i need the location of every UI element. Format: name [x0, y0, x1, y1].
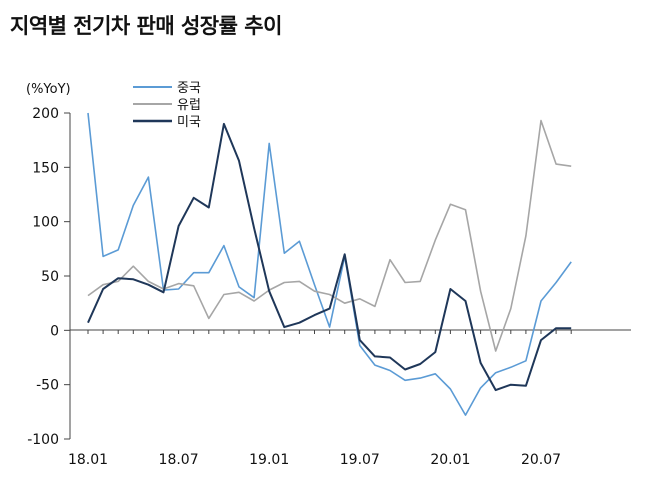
legend-label: 유럽 [177, 98, 201, 113]
series-line-1 [87, 119, 572, 352]
y-tick-label: 100 [32, 215, 59, 231]
x-tick-label: 20.07 [521, 452, 561, 468]
x-tick-label: 18.07 [159, 452, 199, 468]
x-tick-label: 19.01 [249, 452, 289, 468]
y-tick-label: -50 [36, 378, 59, 394]
legend-label: 중국 [177, 81, 201, 96]
series-line-0 [87, 112, 572, 416]
y-unit-label: (%YoY) [26, 82, 71, 97]
x-tick-label: 20.01 [430, 452, 470, 468]
y-tick-label: -100 [27, 432, 59, 448]
x-tick-label: 19.07 [340, 452, 380, 468]
y-tick-label: 0 [50, 323, 59, 339]
series-line-2 [87, 122, 572, 392]
x-tick-label: 18.01 [68, 452, 108, 468]
y-tick-label: 150 [32, 160, 59, 176]
y-tick-label: 50 [41, 269, 59, 285]
legend-label: 미국 [177, 115, 201, 130]
y-tick-label: 200 [32, 106, 59, 122]
chart-title: 지역별 전기차 판매 성장률 추이 [10, 14, 282, 38]
